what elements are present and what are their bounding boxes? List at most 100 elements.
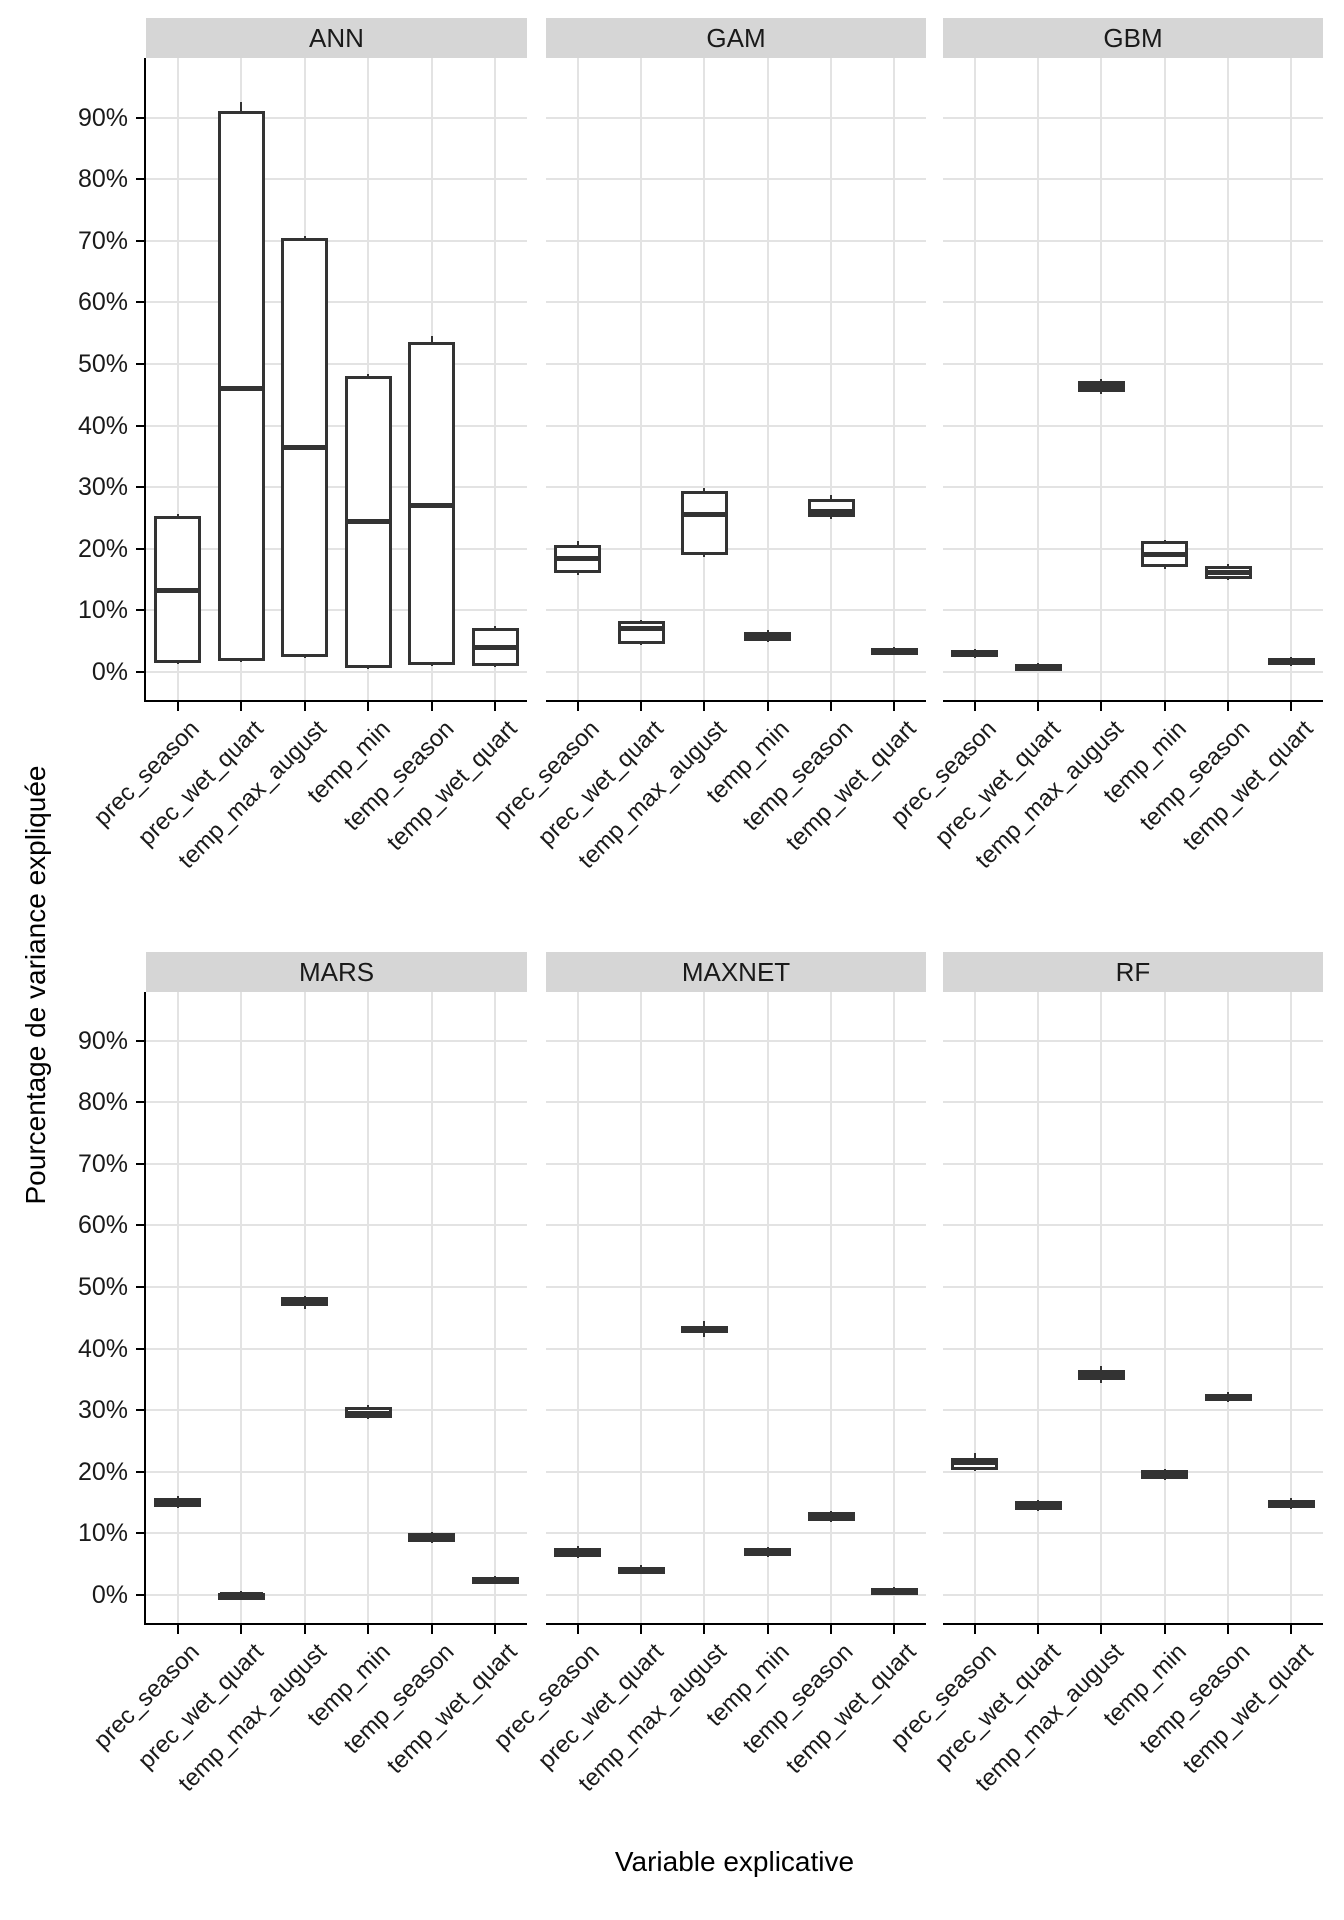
gridline-horizontal [146,1532,527,1535]
gridline-horizontal [943,1347,1323,1350]
y-tick-label: 20% [77,1457,128,1486]
boxplot-median-mars-temp_min [346,1411,390,1417]
boxplot-median-ann-prec_season [156,587,200,593]
gridline-horizontal [146,1347,527,1350]
y-tick-label: 80% [77,165,128,194]
y-axis-tick [136,1347,146,1350]
gridline-vertical [973,992,976,1623]
gridline-horizontal [546,1532,926,1535]
boxplot-median-mars-temp_wet_quart [473,1577,517,1583]
x-axis-tick [893,702,896,711]
y-tick-label: 60% [77,288,128,317]
x-axis-line-gbm [943,700,1323,702]
gridline-horizontal [546,1470,926,1473]
boxplot-median-gam-temp_wet_quart [872,648,916,654]
gridline-horizontal [546,1409,926,1412]
x-axis-tick [367,702,370,711]
gridline-horizontal [546,116,926,119]
gridline-horizontal [943,301,1323,304]
y-tick-label: 30% [77,473,128,502]
y-axis-tick [136,1286,146,1288]
gridline-vertical [640,992,642,1623]
boxplot-median-rf-temp_min [1143,1472,1187,1478]
facet-header-label-mars: MARS [298,956,375,987]
gridline-vertical [640,58,642,700]
x-axis-line-mars [146,1623,527,1625]
gridline-vertical [1290,58,1293,700]
boxplot-median-gbm-temp_wet_quart [1269,659,1313,665]
x-axis-tick [893,1625,896,1634]
gridline-horizontal [146,239,527,242]
boxplot-median-ann-prec_wet_quart [219,386,263,392]
gridline-horizontal [146,1162,527,1165]
x-axis-line-gam [546,700,926,702]
gridline-horizontal [546,1594,926,1596]
boxplot-median-maxnet-prec_season [556,1549,600,1555]
gridline-horizontal [146,363,527,365]
gridline-horizontal [943,547,1323,550]
gridline-vertical [1290,992,1293,1623]
gridline-horizontal [943,609,1323,612]
gridline-vertical [430,992,433,1623]
facet-panel-ann [146,58,527,700]
x-axis-tick [176,702,179,711]
y-axis-tick [136,363,146,365]
boxplot-median-mars-temp_season [410,1535,454,1541]
x-axis-tick [1227,1625,1229,1634]
x-axis-tick [640,1625,642,1634]
x-axis-line-rf [943,1623,1323,1625]
facet-header-gam: GAM [546,18,926,58]
y-axis-tick [136,178,146,181]
boxplot-median-gbm-temp_season [1206,570,1250,576]
x-axis-tick [430,1625,433,1634]
boxplot-median-gam-prec_season [556,555,600,561]
x-axis-tick [640,702,642,711]
x-axis-tick [1290,1625,1293,1634]
y-tick-label: 30% [77,1396,128,1425]
gridline-horizontal [943,1470,1323,1473]
y-axis-tick [136,1101,146,1104]
boxplot-median-maxnet-temp_wet_quart [872,1587,916,1593]
x-axis-tick [1100,1625,1103,1634]
gridline-horizontal [943,1286,1323,1288]
facet-header-maxnet: MAXNET [546,952,926,992]
facet-header-label-rf: RF [1115,956,1151,987]
x-axis-tick [1290,702,1293,711]
gridline-horizontal [943,363,1323,365]
x-axis-tick [973,702,976,711]
gridline-horizontal [546,1101,926,1104]
y-tick-label: 20% [77,534,128,563]
gridline-horizontal [146,1101,527,1104]
x-axis-tick [240,1625,243,1634]
gridline-horizontal [146,486,527,489]
y-tick-label: 50% [77,350,128,378]
gridline-horizontal [943,424,1323,427]
gridline-horizontal [546,301,926,304]
gridline-vertical [1100,58,1103,700]
gridline-horizontal [546,1224,926,1227]
boxplot-median-maxnet-temp_min [746,1549,790,1555]
gridline-vertical [766,992,769,1623]
gridline-vertical [176,992,179,1623]
x-axis-tick [830,702,832,711]
boxplot-median-gam-temp_season [809,509,853,515]
boxplot-median-mars-prec_wet_quart [219,1591,263,1597]
x-axis-tick [973,1625,976,1634]
gridline-vertical [1037,992,1039,1623]
x-axis-tick [703,1625,706,1634]
gridline-vertical [830,992,832,1623]
x-axis-tick [1227,702,1229,711]
y-axis-tick [136,1224,146,1227]
y-axis-tick [136,486,146,489]
gridline-vertical [1163,58,1166,700]
gridline-vertical [1100,992,1103,1623]
gridline-vertical [830,58,832,700]
facet-header-gbm: GBM [943,18,1323,58]
y-tick-label: 0% [91,658,128,686]
gridline-horizontal [546,363,926,365]
gridline-vertical [494,992,497,1623]
gridline-horizontal [546,1162,926,1165]
facet-panel-mars [146,992,527,1623]
y-tick-label: 60% [77,1211,128,1240]
